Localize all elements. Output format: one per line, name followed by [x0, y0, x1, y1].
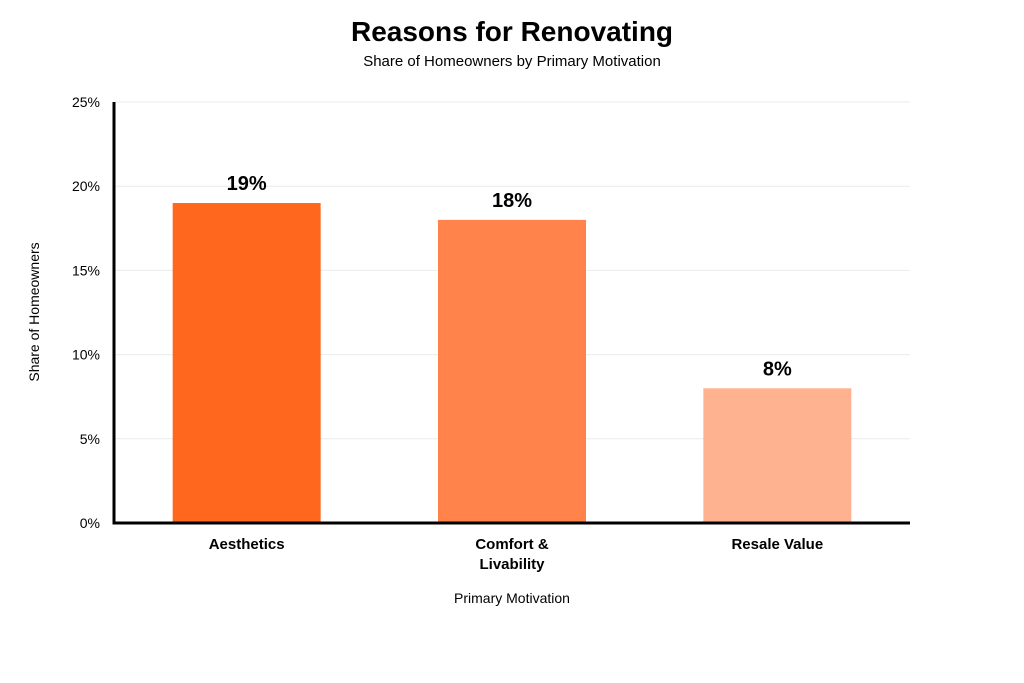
bar [703, 388, 852, 523]
chart-title: Reasons for Renovating [351, 16, 673, 47]
y-axis-title: Share of Homeowners [26, 242, 42, 381]
x-axis-title: Primary Motivation [454, 590, 570, 606]
y-tick-label: 20% [72, 178, 100, 194]
data-label: 18% [492, 190, 532, 212]
y-tick-label: 25% [72, 94, 100, 110]
y-tick-label: 10% [72, 347, 100, 363]
y-tick-label: 0% [80, 515, 100, 531]
bar [172, 203, 321, 524]
x-category-label: Aesthetics [209, 536, 285, 553]
bars [172, 203, 852, 524]
bar [438, 219, 586, 523]
y-axis-ticks: 0% 5% 10% 15% 20% 25% [72, 94, 100, 531]
y-tick-label: 15% [72, 262, 100, 278]
data-labels: 19% 18% 8% [227, 173, 792, 380]
data-label: 19% [227, 173, 267, 195]
data-label: 8% [763, 358, 792, 380]
x-category-label: Comfort & Livability [475, 536, 548, 573]
x-axis-categories: Aesthetics Comfort & Livability Resale Valu… [209, 536, 823, 573]
x-category-label: Resale Value [731, 536, 823, 553]
chart-subtitle: Share of Homeowners by Primary Motivatio… [363, 53, 661, 70]
y-tick-label: 5% [80, 431, 100, 447]
